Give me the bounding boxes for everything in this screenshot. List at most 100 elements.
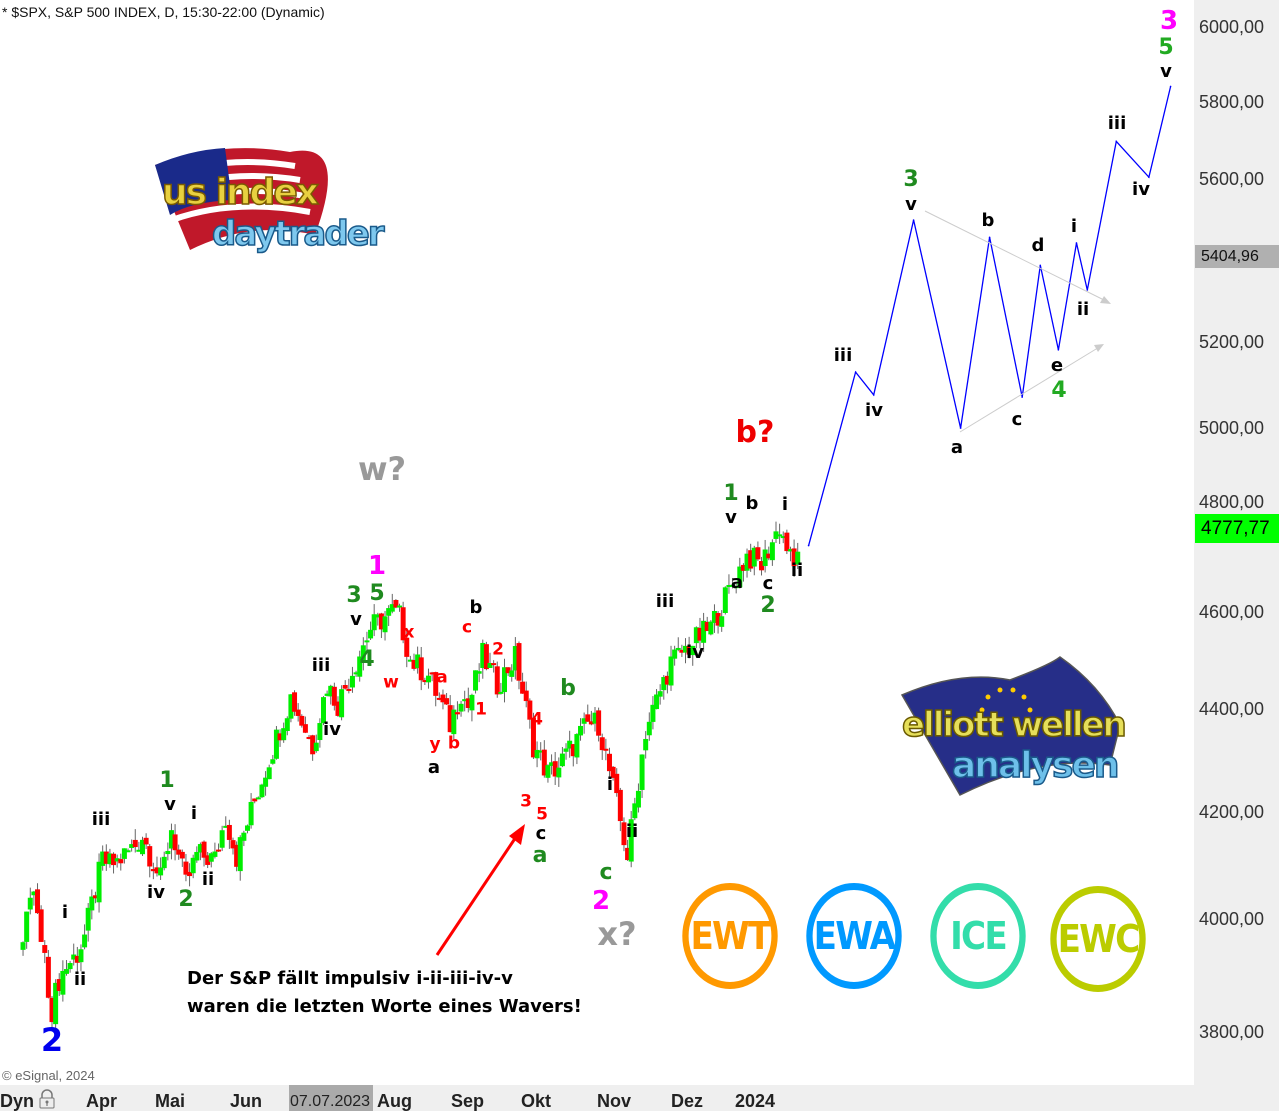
candle-body: [407, 659, 413, 662]
candle-body: [664, 675, 670, 685]
candle-body: [35, 889, 41, 914]
candle-body: [469, 694, 475, 711]
candle-body: [679, 649, 685, 653]
wave-label: ii: [625, 821, 639, 842]
candle-body: [701, 620, 707, 643]
candle-body: [458, 703, 464, 712]
wave-label: iv: [147, 882, 165, 903]
candle-body: [118, 859, 124, 864]
candle-body: [277, 733, 283, 741]
wave-label: y: [429, 734, 441, 755]
candle-body: [559, 753, 565, 767]
candle-body: [740, 564, 746, 571]
wave-label: b: [469, 597, 483, 618]
candle-body: [422, 680, 428, 683]
candle-body: [45, 956, 51, 998]
cursor-date: 07.07.2023: [290, 1093, 371, 1110]
candle-body: [483, 644, 489, 670]
wave-label: b: [745, 493, 759, 514]
candle-body: [111, 853, 117, 866]
wave-label: w?: [357, 450, 407, 488]
projection-point: [912, 219, 915, 221]
candle-body: [744, 553, 750, 571]
wave-label: 2: [178, 887, 194, 912]
candle-body: [237, 837, 243, 872]
candle-body: [512, 646, 518, 671]
candle-body: [27, 897, 33, 910]
candle-body: [614, 773, 620, 794]
wave-label: i: [606, 774, 614, 795]
candle-body: [357, 656, 363, 677]
candle-body: [310, 735, 316, 755]
candle-body: [784, 532, 790, 552]
ewa-badge: EWA: [806, 883, 902, 989]
candle-body: [748, 550, 754, 569]
wave-label: 3: [520, 791, 532, 812]
candle-body: [96, 861, 102, 903]
candle-body: [451, 709, 457, 735]
annotation-line-2: waren die letzten Worte eines Wavers!: [187, 996, 582, 1017]
candle-body: [454, 712, 460, 715]
wave-label: iii: [655, 591, 675, 612]
wave-label: c: [762, 573, 774, 594]
wave-label: iii: [833, 345, 853, 366]
candle-body: [534, 749, 540, 759]
wave-label: b: [560, 676, 576, 701]
wave-label: i: [61, 902, 69, 923]
wave-label: w: [383, 672, 399, 693]
candle-body: [708, 621, 714, 635]
lower-channel-line: [959, 345, 1102, 433]
candle-body: [353, 672, 359, 675]
y-tick-label: 4000,00: [1199, 909, 1265, 930]
dyn-label[interactable]: Dyn: [0, 1091, 35, 1111]
time-axis[interactable]: [0, 1085, 1279, 1111]
candle-body: [143, 837, 149, 845]
wave-label: 5: [369, 581, 385, 606]
candle-body: [693, 627, 699, 644]
wave-label: 1: [723, 481, 739, 506]
wave-label: 1: [159, 768, 175, 793]
candle-body: [270, 759, 276, 764]
lock-icon[interactable]: [38, 1089, 56, 1109]
candle-body: [241, 832, 247, 841]
copyright: © eSignal, 2024: [2, 1068, 95, 1083]
projection-point: [1057, 349, 1060, 351]
projection-point: [1075, 242, 1078, 244]
x-tick-mai: Mai: [155, 1091, 186, 1111]
candle-body: [585, 714, 591, 722]
candle-body: [31, 891, 37, 896]
wave-label: b: [981, 210, 995, 231]
candle-body: [509, 670, 515, 677]
y-tick-label: 6000,00: [1199, 17, 1265, 37]
wave-label: 4: [531, 709, 543, 730]
candle-body: [715, 612, 721, 626]
candle-body: [433, 672, 439, 696]
candle-body: [606, 753, 612, 772]
wave-label: 5: [536, 804, 548, 825]
y-tick-label: 5200,00: [1199, 331, 1265, 352]
candle-body: [244, 825, 250, 831]
candle-body: [766, 553, 772, 559]
candle-body: [730, 584, 736, 587]
candle-body: [150, 869, 156, 872]
candle-body: [502, 667, 507, 693]
ewt-badge: EWT: [682, 883, 778, 989]
candle-body: [154, 867, 160, 874]
candle-body: [672, 649, 678, 659]
wave-label: x: [403, 622, 415, 643]
candle-body: [281, 728, 287, 741]
candle-body: [140, 839, 145, 855]
projection-point: [1148, 176, 1150, 179]
wave-label: 1: [367, 551, 387, 581]
candle-body: [578, 725, 584, 736]
y-tick-label: 4200,00: [1199, 801, 1265, 822]
candle-body: [386, 608, 392, 616]
candle-body: [284, 718, 290, 731]
candle-body: [505, 667, 511, 674]
candle-body: [628, 819, 634, 862]
annotation-arrowhead: [509, 824, 525, 845]
candle-body: [85, 907, 91, 931]
candle-body: [523, 690, 529, 702]
wave-label: 2: [40, 1021, 64, 1059]
